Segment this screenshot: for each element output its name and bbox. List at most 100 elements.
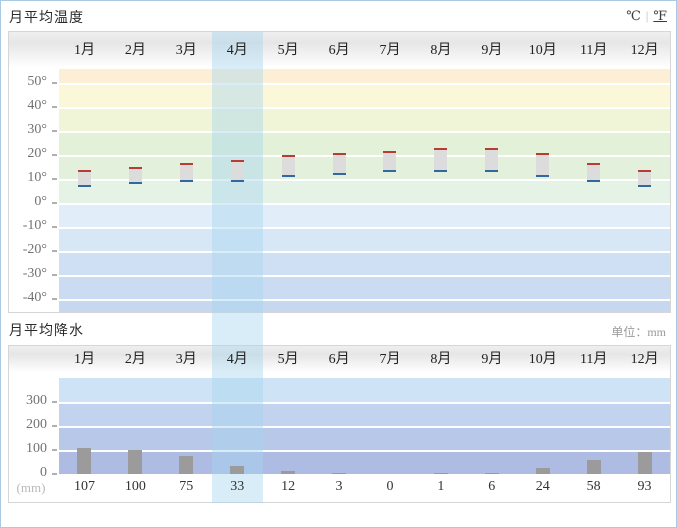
precipitation-month-header-cell[interactable]: 12月: [630, 352, 659, 367]
temperature-plot-area: 50° 40° 30° 20° 10° 0° -10° -20° -30° -40°: [9, 69, 670, 312]
precipitation-value-label: 75: [179, 479, 194, 494]
temperature-chart-title: 月平均温度: [9, 11, 84, 26]
precipitation-y-axis-tick: [52, 425, 57, 427]
temperature-range-bar: [128, 167, 142, 185]
unit-toggle-divider: |: [645, 8, 649, 23]
precipitation-mm-unit-label: (mm): [16, 480, 46, 495]
temperature-y-axis-tick: [52, 298, 57, 300]
precipitation-month-header-cell[interactable]: 11月: [579, 352, 608, 367]
temperature-y-axis-tick: [52, 82, 57, 84]
precipitation-bar: [433, 473, 448, 474]
temperature-month-header-cell[interactable]: 8月: [430, 43, 452, 58]
precipitation-y-axis-label: 200: [26, 417, 47, 432]
precipitation-bar: [484, 473, 499, 474]
temperature-y-axis-tick: [52, 178, 57, 180]
temperature-month-header-cell[interactable]: 5月: [277, 43, 299, 58]
temperature-month-header-cell[interactable]: 3月: [175, 43, 197, 58]
temperature-y-axis-label: 20°: [27, 146, 47, 161]
temperature-band: [59, 275, 670, 299]
precipitation-bar: [332, 473, 347, 474]
temperature-y-axis-label: 40°: [27, 98, 47, 113]
temperature-y-axis-label: -20°: [22, 242, 47, 257]
temperature-band: [59, 203, 670, 227]
precipitation-month-header-cell[interactable]: 1月: [73, 352, 95, 367]
temperature-month-header-cell[interactable]: 1月: [73, 43, 95, 58]
temperature-range-bar: [485, 148, 499, 173]
precipitation-value-label: 58: [586, 479, 601, 494]
temperature-y-axis-tick: [52, 250, 57, 252]
temperature-chart: 1月 2月 3月 4月 5月 6月 7月 8月 9月 10月 11月 12月 50° 40° 30° 20°…: [8, 31, 671, 313]
temperature-range-bar: [383, 150, 397, 173]
precipitation-value-label: 6: [488, 479, 496, 494]
temperature-month-header-cell[interactable]: 4月: [226, 43, 248, 58]
precipitation-chart: 1月 2月 3月 4月 5月 6月 7月 8月 9月 10月 11月 12月 300 200 100 0 (m…: [8, 345, 671, 503]
precipitation-bar: [77, 448, 92, 474]
precipitation-month-header-cell[interactable]: 2月: [124, 352, 146, 367]
precipitation-month-header-cell[interactable]: 8月: [430, 352, 452, 367]
temperature-y-axis-tick: [52, 226, 57, 228]
precipitation-value-label: 3: [335, 479, 343, 494]
precipitation-value-label: 93: [637, 479, 652, 494]
precipitation-y-axis-label: 300: [26, 393, 47, 408]
temperature-month-header-cell[interactable]: 11月: [579, 43, 608, 58]
precipitation-bar: [535, 468, 550, 474]
precipitation-plot-area: 300 200 100 0 (mm) 107 100 75 33 12 3 0 1 6 24 58 93: [9, 374, 670, 502]
temperature-month-header-cell[interactable]: 2月: [124, 43, 146, 58]
precipitation-month-header-cell[interactable]: 10月: [528, 352, 557, 367]
precipitation-y-axis-label: 100: [26, 441, 47, 456]
temperature-header-spacer: [9, 32, 59, 69]
temperature-y-axis-label: -40°: [22, 290, 47, 305]
precipitation-chart-title: 月平均降水: [9, 324, 84, 339]
precipitation-month-header-cell[interactable]: 9月: [481, 352, 503, 367]
precipitation-month-header-cell[interactable]: 3月: [175, 352, 197, 367]
temperature-range-bar: [179, 162, 193, 182]
temperature-month-header-cell[interactable]: 7月: [379, 43, 401, 58]
precipitation-bar: [281, 471, 296, 474]
precipitation-band: [59, 402, 670, 426]
precipitation-value-label: 100: [124, 479, 146, 494]
temperature-month-header: 1月 2月 3月 4月 5月 6月 7月 8月 9月 10月 11月 12月: [9, 32, 670, 69]
temperature-band: [59, 251, 670, 275]
precipitation-month-header-cell[interactable]: 5月: [277, 352, 299, 367]
temperature-range-bar: [77, 169, 91, 187]
precipitation-y-axis-tick: [52, 473, 57, 475]
precipitation-bar: [230, 466, 245, 474]
precipitation-bar: [586, 460, 601, 474]
temperature-month-header-cell[interactable]: 9月: [481, 43, 503, 58]
precipitation-header-spacer: [9, 346, 59, 374]
temperature-y-axis-tick: [52, 274, 57, 276]
precipitation-band: [59, 426, 670, 450]
temperature-band: [59, 131, 670, 155]
temperature-y-axis-label: -10°: [22, 218, 47, 233]
temperature-range-bar: [281, 155, 295, 177]
temperature-month-header-cell[interactable]: 6月: [328, 43, 350, 58]
temperature-range-bar: [587, 162, 601, 182]
temperature-month-header-cell[interactable]: 10月: [528, 43, 557, 58]
precipitation-value-label: 107: [73, 479, 95, 494]
precipitation-y-axis-tick: [52, 401, 57, 403]
precipitation-y-axis-tick: [52, 449, 57, 451]
temperature-range-bar: [230, 160, 244, 182]
fahrenheit-toggle[interactable]: ℉: [653, 8, 667, 23]
precipitation-bar: [128, 450, 143, 474]
temperature-y-axis-tick: [52, 106, 57, 108]
precipitation-month-header-cell[interactable]: 7月: [379, 352, 401, 367]
precipitation-month-header-cell[interactable]: 4月: [226, 352, 248, 367]
precipitation-bar: [637, 452, 652, 474]
precipitation-band: [59, 450, 670, 474]
temperature-band: [59, 299, 670, 312]
precipitation-month-header-cell[interactable]: 6月: [328, 352, 350, 367]
precipitation-y-axis-label: 0: [40, 465, 47, 480]
precipitation-month-header: 1月 2月 3月 4月 5月 6月 7月 8月 9月 10月 11月 12月: [9, 346, 670, 374]
temperature-range-bar: [638, 169, 652, 187]
temperature-bands: [59, 69, 670, 312]
temperature-band: [59, 227, 670, 251]
temperature-range-bar: [536, 153, 550, 177]
temperature-band: [59, 107, 670, 131]
temperature-y-axis-tick: [52, 130, 57, 132]
precipitation-value-label: 24: [535, 479, 550, 494]
temperature-month-header-cell[interactable]: 12月: [630, 43, 659, 58]
temperature-y-axis-label: 50°: [27, 74, 47, 89]
celsius-toggle[interactable]: ℃: [626, 8, 641, 23]
